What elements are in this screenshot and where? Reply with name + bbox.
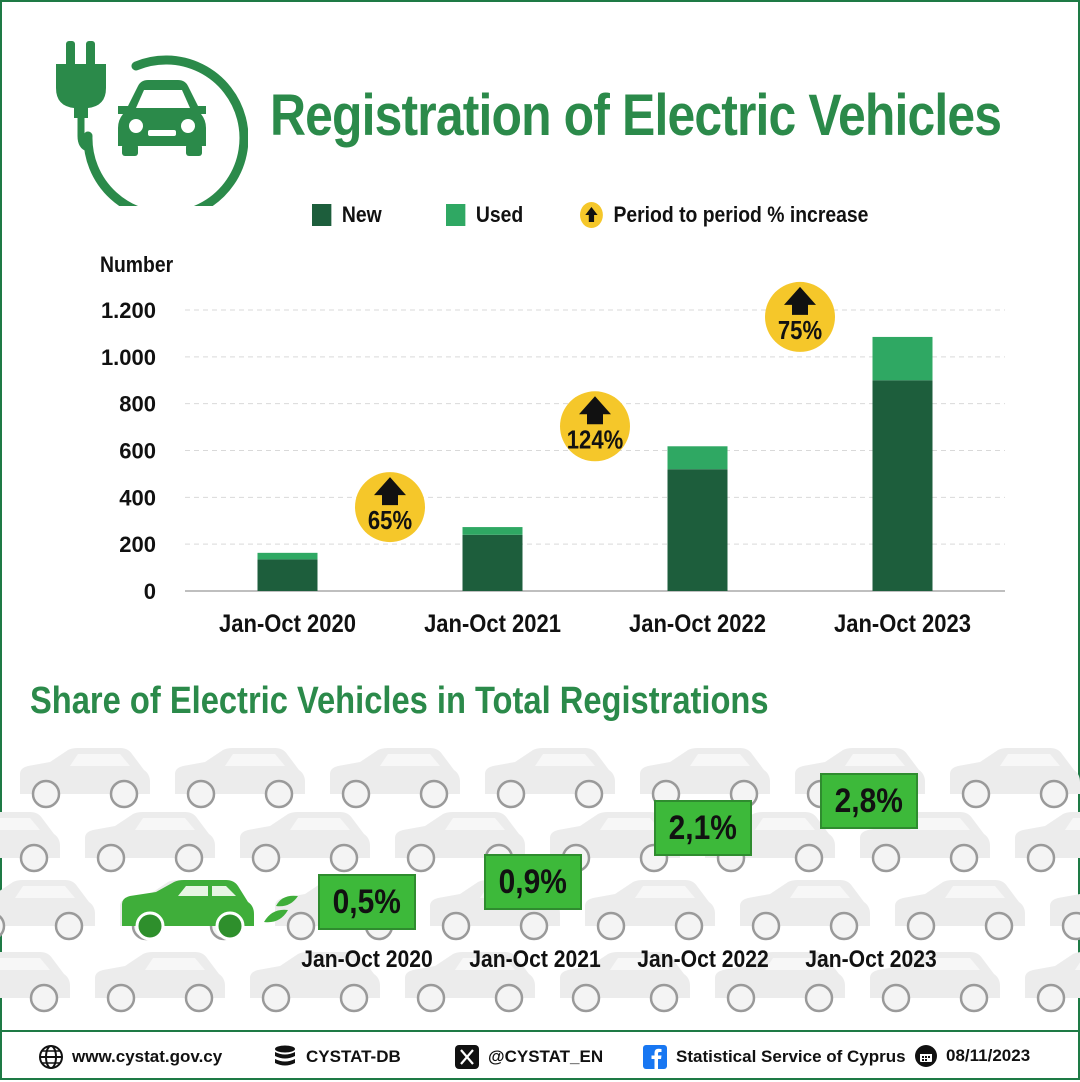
share-period-label: Jan-Oct 2021 [469,946,601,973]
share-value-box: 2,1% [654,800,752,856]
background-car-icon [1015,812,1080,873]
legend-increase: Period to period % increase [580,200,868,230]
background-car-icon [585,880,715,941]
page-title: Registration of Electric Vehicles [270,83,1002,148]
background-car-icon [950,748,1080,809]
share-value: 0,5% [332,882,402,921]
background-car-icon [715,952,845,1013]
y-tick-label: 600 [119,439,156,464]
footer-twitter-text: @CYSTAT_EN [488,1047,604,1066]
share-value-box: 0,9% [484,854,582,910]
globe-icon [39,1045,63,1069]
increase-label: 124% [567,426,623,455]
footer-db-text: CYSTAT-DB [306,1047,401,1066]
background-car-icon [175,748,305,809]
background-car-icon [85,812,215,873]
bar-used-1 [462,527,523,535]
y-tick-label: 200 [119,532,156,557]
ev-charging-logo-icon [56,41,248,206]
share-period-label: Jan-Oct 2020 [301,946,433,973]
x-tick-label: Jan-Oct 2021 [424,610,561,638]
footer-date-text: 08/11/2023 [946,1046,1031,1065]
legend-swatch-used [446,204,466,226]
y-tick-label: 800 [119,392,156,417]
bar-new-1 [462,534,523,591]
background-car-icon [560,952,690,1013]
background-car-icon [0,812,60,873]
share-period-label: Jan-Oct 2022 [637,946,769,973]
up-arrow-icon [374,477,406,506]
y-tick-label: 0 [144,579,156,604]
increase-label: 65% [368,506,412,535]
bar-used-3 [872,336,933,381]
background-car-icon [1025,952,1080,1013]
increase-badge [355,472,425,543]
electric-car-icon [122,880,298,941]
x-tick-label: Jan-Oct 2020 [219,610,356,638]
footer-date: 08/11/2023 [914,1044,1030,1068]
y-axis-label: Number [100,253,173,277]
database-icon [275,1045,295,1066]
increase-label: 75% [778,316,822,345]
background-car-icon [0,952,70,1013]
increase-badge [560,391,630,462]
background-car-icon [860,812,990,873]
y-tick-label: 1.200 [101,298,156,323]
legend-used: Used [446,200,523,230]
background-car-icon [0,880,95,941]
background-car-icon [870,952,1000,1013]
bar-new-0 [257,559,318,591]
background-car-icon [1050,894,1080,941]
bar-new-2 [667,469,728,591]
footer-website[interactable]: www.cystat.gov.cy [38,1044,222,1070]
background-car-icon [330,748,460,809]
footer: www.cystat.gov.cy CYSTAT-DB @CYSTAT_EN S… [0,1030,1080,1082]
y-tick-label: 400 [119,485,156,510]
background-car-icon [740,880,870,941]
share-value-box: 2,8% [820,773,918,829]
y-tick-label: 1.000 [101,345,156,370]
background-car-icon [250,952,380,1013]
up-arrow-icon [784,286,816,315]
up-arrow-icon [580,202,603,228]
footer-twitter[interactable]: @CYSTAT_EN [454,1044,603,1070]
legend-label-used: Used [475,202,524,227]
share-value: 0,9% [498,862,568,901]
legend-label-new: New [341,202,382,227]
background-car-icon [20,748,150,809]
background-car-icon [640,748,770,809]
facebook-icon [643,1045,667,1069]
increase-badge [765,281,835,352]
share-value: 2,8% [834,781,904,820]
footer-facebook-text: Statistical Service of Cyprus [676,1047,906,1066]
background-car-icon [240,812,370,873]
background-car-icon [95,952,225,1013]
footer-website-text: www.cystat.gov.cy [72,1047,223,1066]
share-period-label: Jan-Oct 2023 [805,946,937,973]
bar-new-3 [872,380,933,591]
legend-new: New [312,200,382,230]
share-value-box: 0,5% [318,874,416,930]
x-tick-label: Jan-Oct 2022 [629,610,766,638]
x-logo-icon [455,1045,479,1069]
up-arrow-icon [579,396,611,425]
x-tick-label: Jan-Oct 2023 [834,610,971,638]
background-car-icon [895,880,1025,941]
bar-used-2 [667,446,728,470]
registrations-bar-chart: Number 0 200 400 600 800 1.000 1.200 Jan-Oct 202… [100,253,1005,638]
background-car-icon [485,748,615,809]
footer-facebook[interactable]: Statistical Service of Cyprus [642,1044,906,1070]
background-car-icon [405,952,535,1013]
calendar-icon [915,1045,937,1067]
legend-swatch-new [312,204,332,226]
footer-db[interactable]: CYSTAT-DB [272,1044,401,1070]
legend-label-increase: Period to period % increase [613,202,869,227]
share-section-title: Share of Electric Vehicles in Total Regi… [30,680,769,722]
share-value: 2,1% [668,808,738,847]
bar-used-0 [257,552,318,560]
